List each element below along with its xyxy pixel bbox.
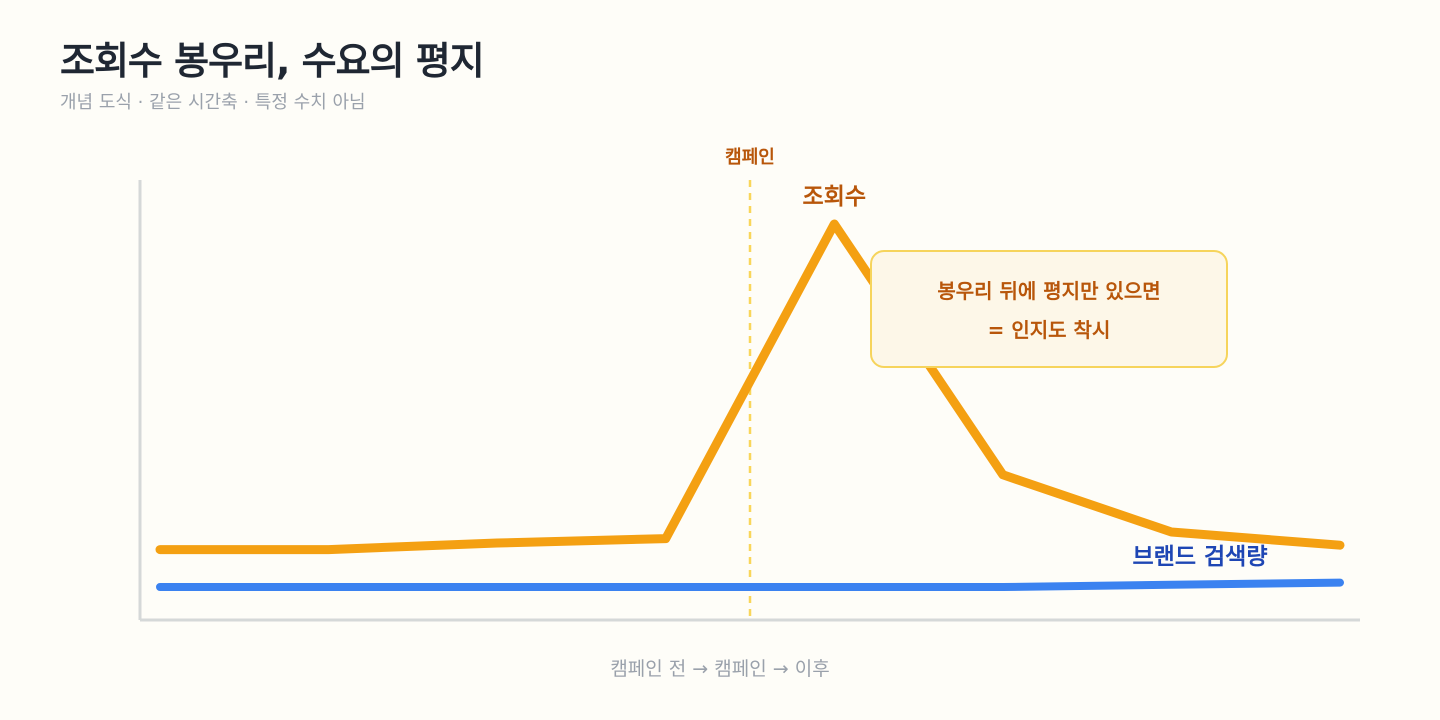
data-point-views-1 bbox=[326, 547, 332, 553]
data-point-search-1 bbox=[326, 584, 332, 590]
data-point-views-3 bbox=[663, 536, 669, 542]
data-point-views-0 bbox=[157, 547, 163, 553]
data-point-views-5 bbox=[1000, 472, 1006, 478]
data-point-search-3 bbox=[663, 584, 669, 590]
series-label-views: 조회수 bbox=[803, 184, 866, 210]
campaign-marker-label: 캠페인 bbox=[725, 147, 775, 168]
data-point-views-7 bbox=[1337, 542, 1343, 548]
callout-line-2: = 인지도 착시 bbox=[987, 318, 1111, 342]
data-point-search-0 bbox=[157, 584, 163, 590]
chart-subtitle: 개념 도식 · 같은 시간축 · 특정 수치 아님 bbox=[60, 92, 366, 113]
callout-line-1: 봉우리 뒤에 평지만 있으면 bbox=[937, 279, 1161, 303]
callout-box: 봉우리 뒤에 평지만 있으면 = 인지도 착시 bbox=[870, 250, 1228, 368]
data-point-search-2 bbox=[494, 584, 500, 590]
data-point-search-6 bbox=[1168, 582, 1174, 588]
data-point-search-5 bbox=[1000, 584, 1006, 590]
series-line-search bbox=[156, 578, 1344, 591]
data-point-views-4 bbox=[831, 221, 837, 227]
data-point-search-4 bbox=[831, 584, 837, 590]
series-label-search: 브랜드 검색량 bbox=[1133, 544, 1268, 570]
chart-title: 조회수 봉우리, 수요의 평지 bbox=[60, 39, 485, 83]
data-point-views-2 bbox=[494, 540, 500, 546]
series-line-views bbox=[155, 219, 1345, 555]
data-point-views-6 bbox=[1168, 529, 1174, 535]
x-axis-caption: 캠페인 전 → 캠페인 → 이후 bbox=[610, 658, 830, 680]
data-point-search-7 bbox=[1337, 580, 1343, 586]
